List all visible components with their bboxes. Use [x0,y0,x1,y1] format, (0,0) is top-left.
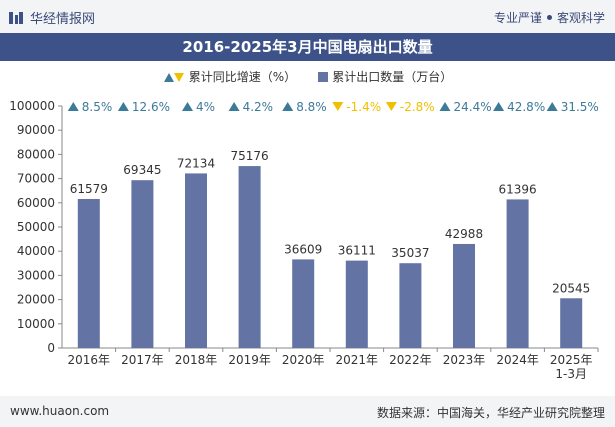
growth-up-icon [228,102,240,111]
x-tick-label: 2025年 [550,353,593,367]
growth-rate-label: -2.8% [400,100,435,114]
x-tick-label: 2024年 [496,353,539,367]
growth-down-icon [385,102,397,111]
chart-legend: 累计同比增速（%） 累计出口数量（万台） [0,68,615,85]
y-tick-label: 0 [47,341,55,355]
bar [131,180,154,348]
growth-up-icon [546,102,558,111]
y-tick-label: 70000 [17,172,55,186]
bar-value-label: 75176 [231,149,269,163]
bar [185,173,207,348]
bar-value-label: 42988 [445,227,483,241]
bar-value-label: 69345 [123,163,161,177]
separator-dot-icon [546,15,552,20]
growth-rate-label: -1.4% [346,100,381,114]
bar-legend-icon [318,71,329,82]
legend-growth: 累计同比增速（%） [163,68,296,85]
top-banner: 华经情报网 专业严谨 客观科学 [0,0,615,33]
bar [453,243,475,348]
y-tick-label: 80000 [17,147,55,161]
bar [560,298,583,348]
legend-growth-label: 累计同比增速（%） [188,70,297,84]
growth-up-icon [117,102,129,111]
tagline-left: 专业严谨 [493,11,542,25]
x-tick-label: 2022年 [389,353,432,367]
bar [399,263,422,348]
bar-value-label: 72134 [177,156,215,170]
brand: 华经情报网 [8,8,95,27]
growth-rate-label: 4.2% [243,100,274,114]
growth-up-icon [493,102,505,111]
bar-value-label: 36111 [338,244,376,258]
y-tick-label: 90000 [17,123,55,137]
x-tick-label: 2016年 [68,353,111,367]
footer: www.huaon.com 数据来源：中国海关，华经产业研究院整理 [0,396,615,427]
bar-value-label: 20545 [552,281,590,295]
y-tick-label: 30000 [17,268,55,282]
growth-up-icon [67,102,79,111]
growth-rate-label: 12.6% [132,100,170,114]
y-tick-label: 20000 [17,293,55,307]
bar [345,260,368,348]
growth-rate-label: 4% [196,100,215,114]
chart-title: 2016-2025年3月中国电扇出口数量 [0,33,615,61]
y-tick-label: 40000 [17,244,55,258]
growth-up-icon [182,102,193,111]
tagline-right: 客观科学 [556,11,605,25]
bar [77,198,100,348]
tagline: 专业严谨 客观科学 [494,9,605,26]
growth-up-icon [282,102,294,111]
bar [238,166,261,348]
y-tick-label: 50000 [17,220,55,234]
growth-legend-icon [163,72,184,82]
x-tick-label: 2018年 [175,353,218,367]
growth-rate-label: 8.8% [296,100,327,114]
x-tick-label: 2021年 [336,353,379,367]
x-tick-label: 2019年 [228,353,271,367]
y-tick-label: 10000 [17,317,55,331]
growth-rate-label: 24.4% [454,100,492,114]
footer-source: 数据来源：中国海关，华经产业研究院整理 [376,406,605,420]
legend-volume-label: 累计出口数量（万台） [332,70,453,84]
bar-value-label: 61396 [499,182,537,196]
bar-value-label: 35037 [391,246,429,260]
x-tick-label: 1-3月 [555,367,587,381]
x-tick-label: 2023年 [443,353,486,367]
y-tick-label: 100000 [9,99,55,113]
bar-value-label: 36609 [284,242,322,256]
growth-down-icon [332,102,344,111]
legend-volume: 累计出口数量（万台） [318,68,452,85]
bar [506,199,529,348]
growth-rate-label: 31.5% [561,100,599,114]
growth-rate-label: 42.8% [507,100,545,114]
bar-value-label: 61579 [70,182,108,196]
brand-logo-icon [9,11,23,24]
growth-up-icon [439,102,451,111]
x-tick-label: 2017年 [121,353,164,367]
growth-rate-label: 8.5% [82,100,113,114]
brand-name: 华经情报网 [30,12,96,27]
x-tick-label: 2020年 [282,353,325,367]
footer-url[interactable]: www.huaon.com [10,404,110,418]
y-tick-label: 60000 [17,196,55,210]
bar [292,259,315,348]
